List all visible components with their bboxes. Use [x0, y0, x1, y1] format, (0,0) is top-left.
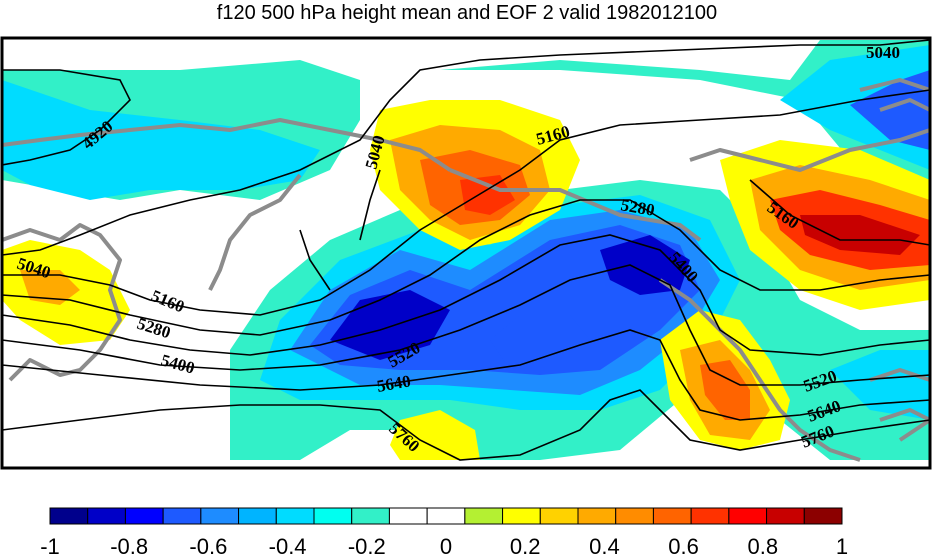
colorbar-tick-label: 0.2 [509, 534, 541, 559]
colorbar-swatch [577, 507, 617, 525]
colorbar-swatch [690, 507, 730, 525]
shade-white-north [370, 40, 820, 90]
colorbar [49, 507, 843, 525]
coastline-europe [869, 368, 930, 442]
colorbar-swatch [652, 507, 692, 525]
shade-deepblue-mid [490, 315, 590, 370]
colorbar-tick-label: 0.8 [747, 534, 779, 559]
colorbar-tick-label: 0.4 [589, 534, 620, 559]
coastline-asia [2, 223, 122, 382]
colorbar-tick-label: -0.8 [110, 534, 149, 559]
colorbar-swatch [87, 507, 126, 525]
colorbar-tick-label: -0.6 [189, 534, 228, 559]
colorbar-tick-label: -0.2 [347, 534, 386, 559]
colorbar-swatch [502, 507, 541, 525]
contour-5400 [2, 234, 930, 356]
contour-4920 [2, 69, 131, 166]
colorbar-swatch [275, 507, 315, 525]
shade-darkred-ne [800, 215, 920, 255]
colorbar-swatch [200, 507, 240, 525]
coastline-greenland [859, 78, 930, 112]
colorbar-swatch [728, 507, 768, 525]
contour-label: 5160 [149, 286, 188, 316]
colorbar-tick-label: -1 [40, 534, 60, 559]
contour-label: 5040 [866, 43, 900, 62]
contour-5040-a [2, 39, 930, 256]
colorbar-swatch [615, 507, 654, 525]
colorbar-swatch [766, 507, 805, 525]
contour-5160-a [2, 89, 930, 316]
coastline-alaska [2, 118, 452, 172]
colorbar-tick-label: 0 [439, 534, 453, 559]
colorbar-swatch [464, 507, 504, 525]
contour-5640 [2, 329, 930, 421]
colorbar-swatch [49, 507, 89, 525]
colorbar-swatch [351, 507, 390, 525]
coastlines [2, 78, 930, 462]
height-contours [2, 39, 930, 461]
colorbar-tick-label: 1 [835, 534, 849, 559]
contour-5760 [2, 389, 930, 461]
colorbar-tick-label: -0.4 [268, 534, 307, 559]
contour-5280 [2, 199, 930, 336]
shade-darkred-north [460, 175, 515, 215]
colorbar-swatch [238, 507, 277, 525]
shade-lightblue-west [2, 80, 320, 200]
colorbar-swatch [388, 507, 428, 525]
shade-deepblue-east [600, 235, 690, 295]
colorbar-swatch [426, 507, 466, 525]
eof-shading [2, 40, 930, 460]
colorbar-tick-label: 0.6 [668, 534, 699, 559]
colorbar-swatch [539, 507, 579, 525]
map-frame [0, 36, 932, 470]
shade-orange-w [20, 270, 80, 305]
map-title: f120 500 hPa height mean and EOF 2 valid… [216, 2, 718, 24]
contour-label: 5280 [135, 314, 173, 343]
coastline-hudson [689, 128, 930, 172]
shade-darkblue-ne [850, 70, 930, 150]
colorbar-swatch [313, 507, 353, 525]
contour-5520 [2, 264, 930, 386]
shade-red-se [700, 360, 750, 420]
coastline-atlantic [658, 278, 861, 462]
colorbar-swatch [162, 507, 202, 525]
contour-5040-b [299, 169, 381, 291]
contour-5160-b [749, 179, 930, 246]
shade-yellow-sw [390, 410, 480, 460]
colorbar-swatch [124, 507, 164, 525]
coastline-pacific-nw [208, 173, 302, 291]
colorbar-swatch [803, 507, 843, 525]
shade-cyan-nw [390, 40, 930, 200]
contour-label: 5400 [159, 351, 197, 378]
